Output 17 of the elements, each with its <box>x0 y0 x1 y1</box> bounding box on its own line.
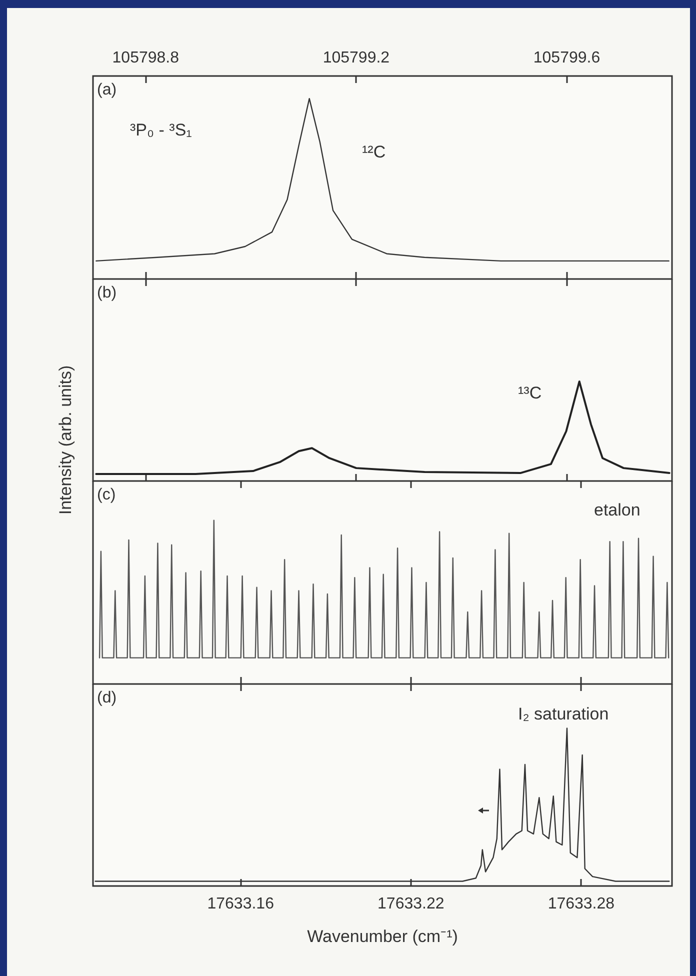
text: (a) <box>97 82 117 98</box>
annotation: ¹²C <box>362 142 386 162</box>
text: (d) <box>97 690 117 706</box>
text: (b) <box>97 284 117 302</box>
text: I₂ saturation <box>518 704 609 724</box>
x-tick-label: 17633.22 <box>378 896 444 912</box>
text: (c) <box>97 486 116 504</box>
x-tick-label: 105798.8 <box>112 50 180 66</box>
x-tick-label: 17633.16 <box>207 896 274 912</box>
x-tick-label: 105799.2 <box>322 50 390 66</box>
x-tick-label: 105799.6 <box>533 50 600 66</box>
x-axis-title: Wavenumber (cm⁻¹) <box>307 927 458 946</box>
annotation: ¹³C <box>518 384 542 402</box>
text: etalon <box>594 500 640 520</box>
annotation: ³P₀ - ³S₁ <box>130 120 192 140</box>
x-tick-label: 17633.28 <box>548 896 615 912</box>
y-axis-title: Intensity (arb. units) <box>56 365 76 515</box>
